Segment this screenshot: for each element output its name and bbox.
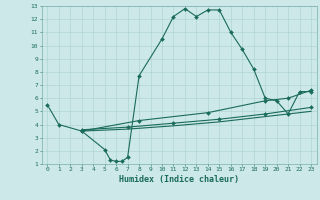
X-axis label: Humidex (Indice chaleur): Humidex (Indice chaleur) [119,175,239,184]
